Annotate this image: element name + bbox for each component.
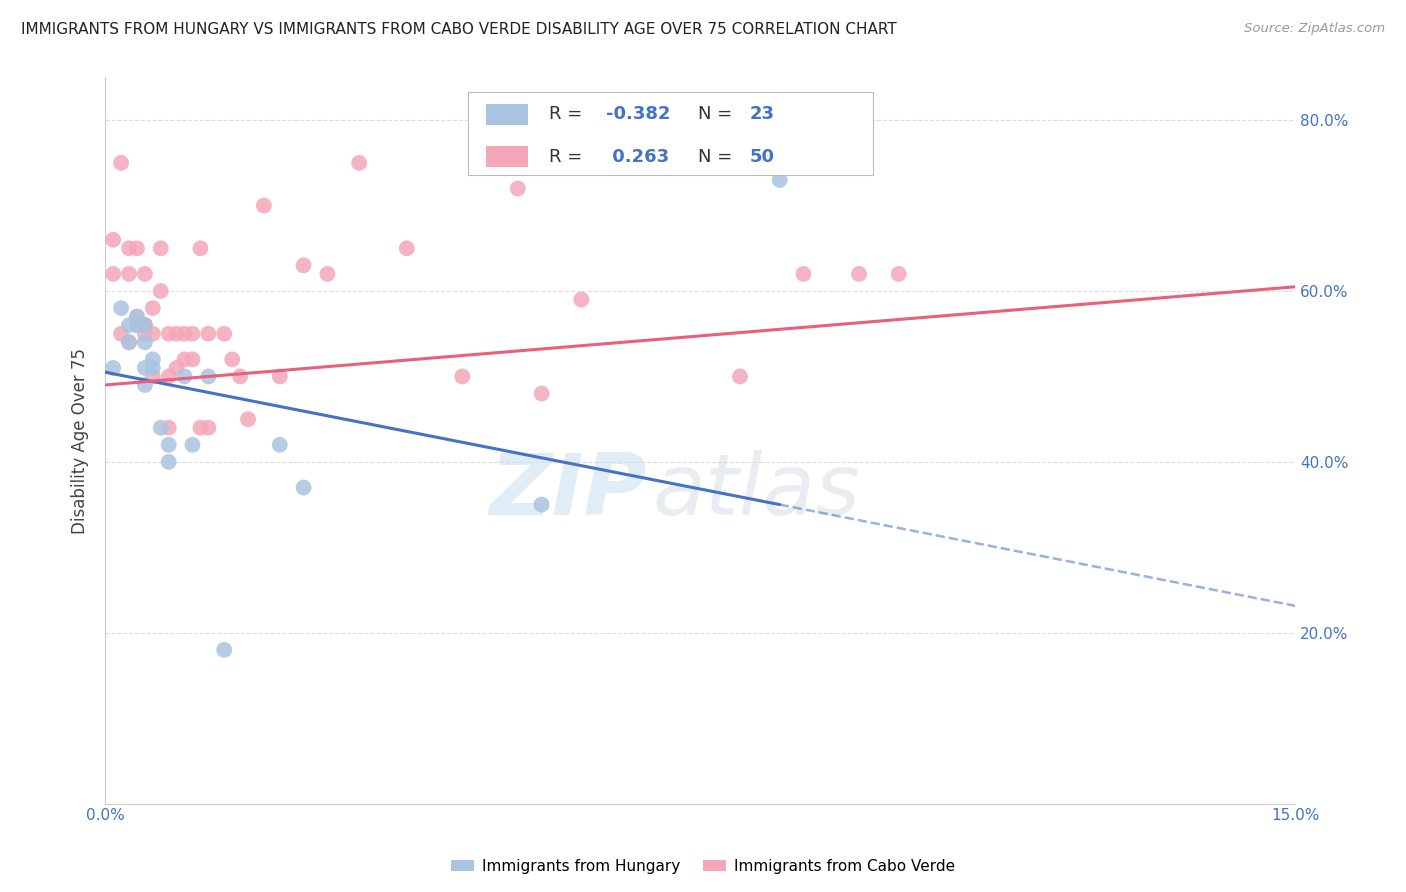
- Text: IMMIGRANTS FROM HUNGARY VS IMMIGRANTS FROM CABO VERDE DISABILITY AGE OVER 75 COR: IMMIGRANTS FROM HUNGARY VS IMMIGRANTS FR…: [21, 22, 897, 37]
- Point: [101, 360, 124, 375]
- Point: [142, 352, 165, 367]
- Point: [134, 318, 156, 333]
- Point: [157, 421, 180, 435]
- Text: 0.263: 0.263: [606, 147, 669, 166]
- Point: [173, 352, 195, 367]
- Text: R =: R =: [550, 147, 588, 166]
- Point: [269, 438, 291, 452]
- Point: [236, 412, 259, 426]
- Point: [451, 369, 474, 384]
- Point: [229, 369, 252, 384]
- Point: [125, 310, 148, 324]
- Point: [221, 352, 243, 367]
- Point: [530, 386, 553, 401]
- Point: [181, 352, 204, 367]
- Point: [125, 318, 148, 333]
- Point: [110, 301, 132, 315]
- Point: [506, 181, 529, 195]
- Point: [118, 335, 141, 350]
- Legend: Immigrants from Hungary, Immigrants from Cabo Verde: Immigrants from Hungary, Immigrants from…: [446, 853, 960, 880]
- Point: [134, 318, 156, 333]
- Point: [769, 173, 792, 187]
- FancyBboxPatch shape: [468, 92, 873, 176]
- Point: [197, 369, 219, 384]
- Point: [181, 438, 204, 452]
- Point: [173, 326, 195, 341]
- Point: [269, 369, 291, 384]
- Point: [149, 241, 172, 255]
- Point: [142, 360, 165, 375]
- Point: [792, 267, 814, 281]
- Point: [149, 421, 172, 435]
- Point: [125, 241, 148, 255]
- Text: Source: ZipAtlas.com: Source: ZipAtlas.com: [1244, 22, 1385, 36]
- Point: [166, 326, 188, 341]
- Point: [887, 267, 910, 281]
- Point: [292, 481, 315, 495]
- Point: [197, 421, 219, 435]
- Point: [212, 326, 235, 341]
- Point: [166, 360, 188, 375]
- Point: [125, 310, 148, 324]
- Text: atlas: atlas: [652, 450, 860, 533]
- Point: [101, 267, 124, 281]
- Point: [118, 241, 141, 255]
- Bar: [486, 146, 527, 167]
- Point: [395, 241, 418, 255]
- Point: [728, 369, 751, 384]
- Point: [134, 378, 156, 392]
- Point: [149, 284, 172, 298]
- Text: N =: N =: [697, 147, 738, 166]
- Point: [125, 318, 148, 333]
- Point: [110, 326, 132, 341]
- Point: [134, 360, 156, 375]
- Bar: [486, 104, 527, 125]
- Point: [181, 326, 204, 341]
- Text: R =: R =: [550, 105, 588, 123]
- Point: [134, 267, 156, 281]
- Point: [530, 498, 553, 512]
- Point: [118, 335, 141, 350]
- Y-axis label: Disability Age Over 75: Disability Age Over 75: [72, 348, 89, 533]
- Point: [118, 267, 141, 281]
- Point: [347, 156, 370, 170]
- Text: N =: N =: [697, 105, 738, 123]
- Point: [142, 369, 165, 384]
- Point: [292, 259, 315, 273]
- Point: [142, 301, 165, 315]
- Text: -0.382: -0.382: [606, 105, 671, 123]
- Point: [157, 369, 180, 384]
- Point: [848, 267, 870, 281]
- Point: [142, 326, 165, 341]
- Point: [190, 421, 212, 435]
- Point: [197, 326, 219, 341]
- Text: ZIP: ZIP: [489, 450, 647, 533]
- Point: [173, 369, 195, 384]
- Point: [569, 293, 592, 307]
- Point: [134, 326, 156, 341]
- Point: [134, 318, 156, 333]
- Point: [190, 241, 212, 255]
- Point: [316, 267, 339, 281]
- Point: [110, 156, 132, 170]
- Point: [157, 438, 180, 452]
- Text: 50: 50: [749, 147, 775, 166]
- Point: [134, 335, 156, 350]
- Point: [101, 233, 124, 247]
- Text: 23: 23: [749, 105, 775, 123]
- Point: [212, 643, 235, 657]
- Point: [118, 318, 141, 333]
- Point: [253, 198, 276, 212]
- Point: [157, 326, 180, 341]
- Point: [157, 455, 180, 469]
